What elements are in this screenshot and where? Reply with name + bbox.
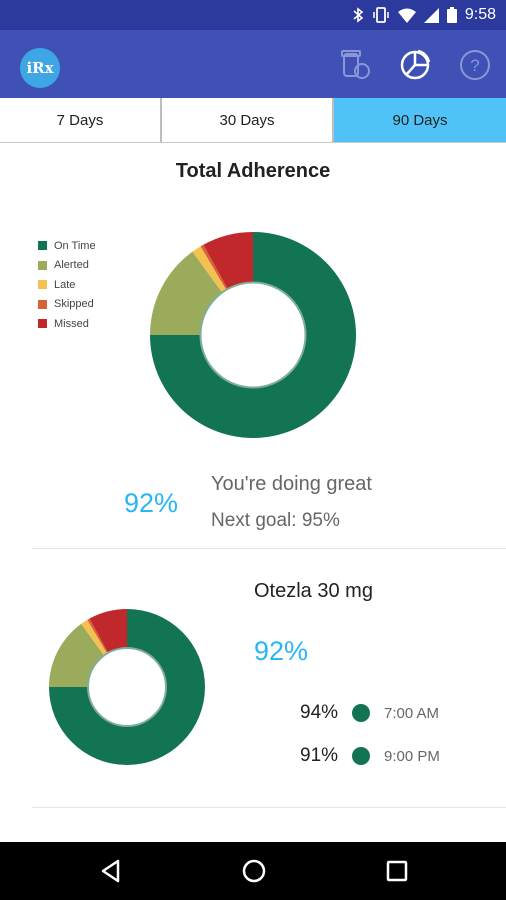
donut-slice-on-time (49, 609, 205, 765)
vibrate-icon (372, 7, 390, 23)
tab-30-days[interactable]: 30 Days (162, 98, 334, 142)
dose-percent: 91% (300, 745, 339, 766)
legend-label: Late (54, 278, 76, 291)
pill-bottle-icon[interactable] (338, 48, 372, 82)
total-adherence-donut-chart (150, 232, 356, 438)
medication-name[interactable]: Otezla 30 mg (254, 580, 373, 602)
donut-slice-missed (203, 232, 253, 289)
donut-hole (87, 647, 167, 727)
donut-slice-skipped (200, 244, 228, 290)
bluetooth-icon (352, 7, 364, 23)
medication-donut-chart (49, 609, 205, 765)
medication-adherence-percent: 92% (254, 636, 309, 666)
donut-slice-skipped (87, 618, 109, 654)
dose-percent: 94% (300, 702, 339, 723)
legend-item-skipped: Skipped (38, 295, 96, 315)
battery-icon (446, 7, 457, 23)
pie-chart-icon[interactable] (398, 48, 432, 82)
legend-item-missed: Missed (38, 314, 96, 334)
divider (32, 807, 506, 808)
status-time: 9:58 (464, 6, 496, 23)
legend-item-on-time: On Time (38, 236, 96, 256)
encouragement-message: You're doing great (211, 473, 372, 495)
donut-slice-late (192, 246, 227, 293)
donut-hole (199, 281, 307, 389)
dose-time: 7:00 AM (384, 704, 440, 722)
legend-label: Skipped (54, 298, 94, 311)
legend-swatch (38, 241, 47, 251)
tab-90-days[interactable]: 90 Days (334, 98, 506, 142)
page-title: Total Adherence (175, 160, 331, 182)
legend-swatch (38, 260, 47, 270)
dose-status-dot (352, 704, 370, 722)
help-icon[interactable]: ? (458, 48, 492, 82)
period-tabs: 7 Days 30 Days 90 Days (0, 98, 506, 143)
dose-time: 9:00 PM (384, 747, 440, 765)
navigation-bar (0, 842, 506, 900)
dose-row: 94% 7:00 AM (300, 700, 439, 726)
dose-status-dot (352, 747, 370, 765)
back-icon[interactable] (96, 856, 126, 886)
divider (32, 548, 506, 549)
legend-swatch (38, 280, 47, 290)
dose-row: 91% 9:00 PM (300, 743, 440, 769)
home-icon[interactable] (239, 856, 269, 886)
svg-text:?: ? (470, 56, 479, 75)
donut-slice-on-time (150, 232, 356, 438)
chart-legend: On Time Alerted Late Skipped Missed (38, 236, 96, 334)
legend-swatch (38, 319, 47, 329)
tab-7-days[interactable]: 7 Days (0, 98, 162, 142)
legend-label: Missed (54, 317, 89, 330)
recents-icon[interactable] (382, 856, 412, 886)
legend-item-alerted: Alerted (38, 256, 96, 276)
overall-adherence-percent: 92% (124, 488, 179, 518)
legend-swatch (38, 299, 47, 309)
next-goal-text: Next goal: 95% (211, 510, 340, 531)
legend-label: Alerted (54, 259, 89, 272)
status-bar: 9:58 (0, 0, 506, 30)
donut-slice-late (81, 619, 108, 656)
legend-item-late: Late (38, 275, 96, 295)
donut-slice-missed (89, 609, 127, 653)
legend-label: On Time (54, 239, 96, 252)
app-logo[interactable]: iRx (20, 48, 60, 88)
wifi-icon (397, 8, 416, 23)
signal-icon (423, 7, 439, 23)
